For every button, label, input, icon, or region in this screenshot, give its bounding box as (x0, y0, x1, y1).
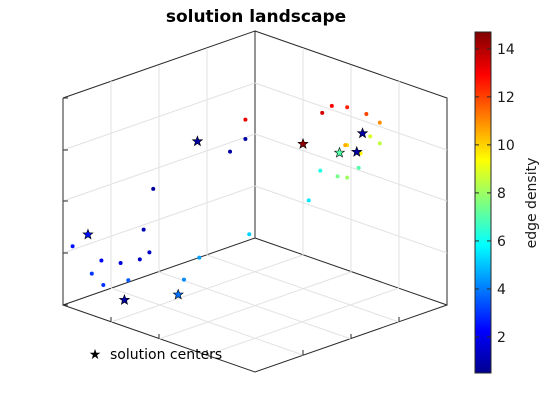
floor-edges (62, 304, 448, 373)
solution-center-star (82, 228, 94, 240)
data-point (243, 136, 248, 141)
data-point (70, 244, 75, 249)
data-point (364, 111, 369, 116)
legend: ★ solution centers (89, 347, 223, 363)
data-point (99, 258, 104, 263)
colorbar-label: edge density (524, 158, 540, 249)
chart-title: solution landscape (166, 7, 346, 27)
data-point (118, 261, 123, 265)
solution-center-star (191, 135, 204, 147)
grid-line (206, 287, 400, 356)
data-point (228, 149, 233, 154)
data-point (151, 186, 156, 191)
data-point (126, 278, 131, 283)
data-point (101, 282, 106, 287)
tick-marks (63, 97, 400, 355)
solution-center-star (297, 137, 309, 149)
data-point (345, 175, 350, 180)
data-point (243, 117, 248, 122)
axes-box (62, 30, 448, 373)
solution-center-star (333, 146, 346, 158)
colorbar: 2 4 6 8 10 12 14 edge density (474, 31, 540, 374)
data-point (356, 165, 361, 170)
colorbar-tick-label: 10 (497, 138, 515, 154)
data-point (147, 250, 152, 255)
grid-line (110, 287, 304, 356)
data-point (197, 255, 202, 260)
colorbar-tick-label: 4 (497, 282, 506, 298)
grid-line (110, 254, 304, 323)
data-point (306, 198, 311, 203)
colorbar-tick-label: 12 (497, 90, 515, 106)
data-point (320, 110, 325, 115)
legend-label: solution centers (110, 347, 222, 363)
colorbar-ticks: 2 4 6 8 10 12 14 (475, 42, 515, 346)
solution-center-star (350, 145, 363, 157)
colorbar-tick-label: 8 (497, 186, 506, 202)
data-point (318, 168, 323, 173)
data-point (335, 174, 340, 179)
data-point (141, 227, 146, 232)
solution-center-star (118, 293, 131, 305)
data-point (181, 277, 186, 282)
data-point (368, 134, 373, 139)
solution-center-star (172, 288, 184, 300)
data-point (89, 271, 94, 276)
data-point (377, 120, 382, 125)
data-points (70, 103, 382, 305)
data-point (343, 143, 348, 148)
solution-center-star (356, 127, 369, 139)
colorbar-gradient (474, 31, 492, 374)
colorbar-tick-label: 2 (497, 330, 506, 346)
grid-line (158, 271, 352, 340)
data-point (247, 232, 252, 237)
data-point (137, 257, 142, 262)
legend-star-marker: ★ (89, 347, 102, 363)
colorbar-tick-label: 6 (497, 234, 506, 250)
data-point (329, 103, 334, 108)
data-point (345, 105, 350, 110)
colorbar-tick-label: 14 (497, 42, 515, 58)
data-point (377, 141, 382, 146)
grid-lines (62, 48, 448, 356)
